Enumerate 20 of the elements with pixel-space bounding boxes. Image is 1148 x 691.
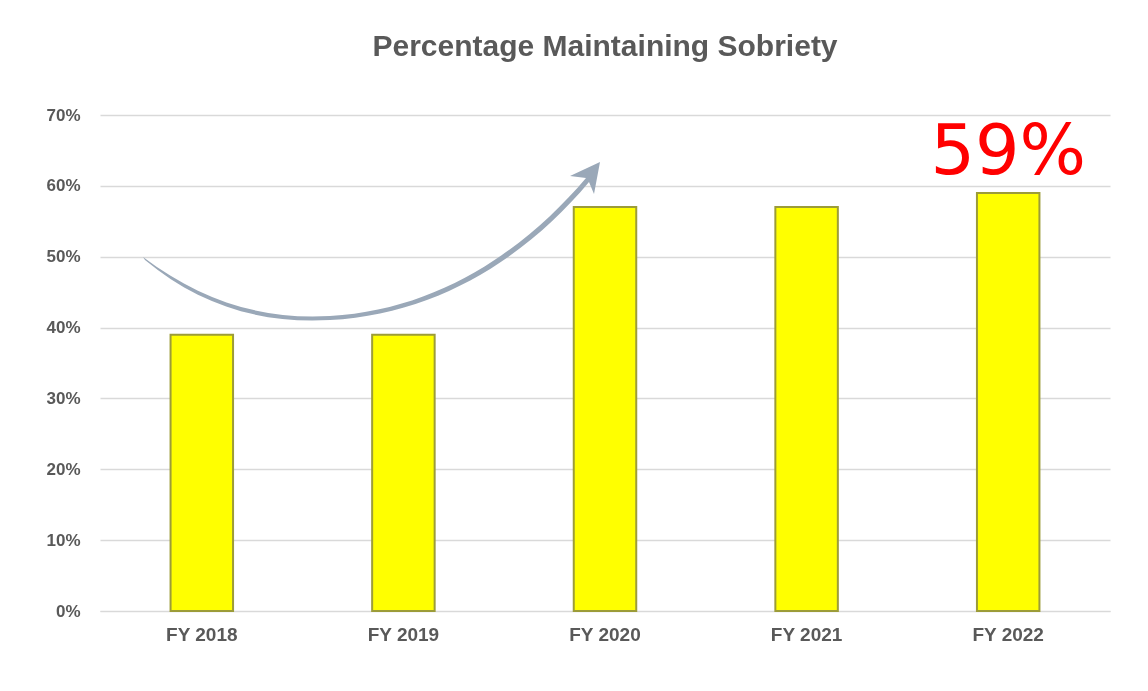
x-tick-label: FY 2021	[770, 623, 843, 645]
bar	[774, 206, 839, 612]
bar	[572, 206, 638, 612]
y-tick-label: 10%	[46, 530, 81, 550]
x-tick-label: FY 2019	[367, 623, 440, 645]
y-tick-label: 0%	[55, 601, 81, 621]
x-tick-label: FY 2018	[166, 623, 238, 645]
y-tick-label: 30%	[46, 388, 81, 408]
bar	[975, 191, 1041, 612]
y-tick-label: 70%	[46, 105, 81, 125]
bar	[169, 333, 235, 612]
y-tick-label: 20%	[46, 459, 81, 479]
x-tick-label: FY 2020	[569, 623, 641, 645]
x-tick-label: FY 2022	[972, 623, 1044, 645]
y-tick-label: 50%	[46, 247, 81, 267]
chart-title: Percentage Maintaining Sobriety	[372, 29, 838, 62]
y-tick-label: 40%	[46, 318, 81, 338]
y-tick-label: 60%	[46, 176, 81, 196]
bar	[371, 333, 436, 612]
annotation: 59%	[930, 108, 1086, 191]
